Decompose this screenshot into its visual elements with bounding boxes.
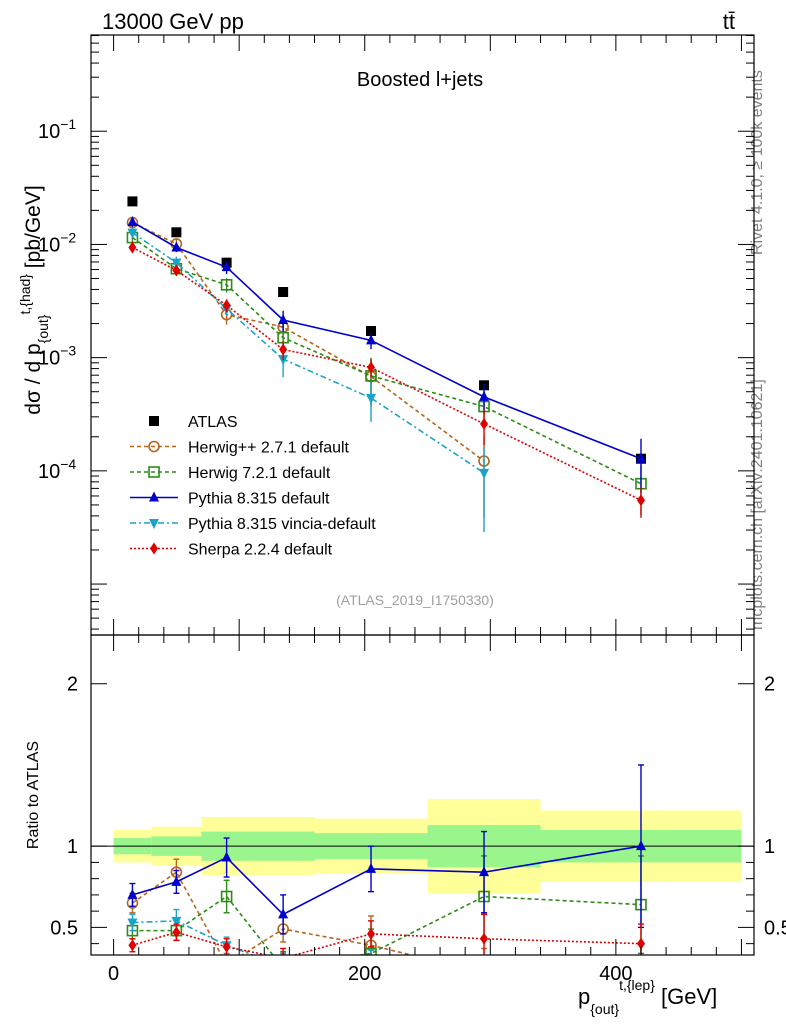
legend-marker	[149, 519, 159, 529]
series-point	[278, 355, 289, 366]
ratio-point	[278, 962, 288, 972]
ratio-point	[127, 918, 138, 929]
ratio-ytick-label-right: 0.5	[764, 917, 786, 939]
ratio-series-line	[131, 870, 415, 955]
series-point	[367, 361, 376, 374]
main-ytick-label: 10−4	[38, 456, 76, 483]
ratio-ytick-label-left: 1	[67, 836, 78, 858]
series-point	[480, 417, 489, 430]
series-point	[171, 241, 182, 252]
main-ytick-label: 10−2	[38, 229, 76, 256]
series-point	[220, 278, 233, 291]
series-line	[131, 232, 485, 474]
x-tick-label: 400	[599, 963, 632, 985]
x-tick-label: 0	[108, 963, 119, 985]
legend-label: Herwig 7.2.1 default	[188, 465, 331, 482]
ratio-point	[278, 908, 289, 919]
series-point	[127, 228, 138, 239]
legend-marker	[149, 416, 159, 426]
series-point	[171, 258, 182, 269]
rivet-version-label: Rivet 4.1.0, ≥ 100k events	[749, 70, 766, 255]
ratio-point	[367, 927, 376, 940]
legend: ATLAS Herwig++ 2.7.1 default Herwig 7.2.1 …	[130, 414, 376, 559]
data-point	[171, 227, 182, 238]
ratio-point	[365, 947, 377, 955]
ratio-point	[220, 890, 233, 903]
ratio-point	[636, 937, 645, 950]
ratio-ytick-label-right: 1	[764, 836, 775, 858]
series-point	[479, 390, 490, 401]
series-point	[222, 299, 231, 312]
data-point	[366, 325, 377, 336]
main-ytick-label: 10−3	[38, 343, 76, 370]
ratio-point	[222, 940, 231, 953]
series-point	[172, 264, 181, 277]
x-tick-label: 200	[348, 963, 381, 985]
legend-marker	[148, 440, 160, 453]
series-line	[132, 246, 642, 501]
series-point	[278, 314, 289, 325]
series-point	[279, 343, 288, 356]
series-point	[635, 452, 646, 463]
ratio-point	[281, 952, 285, 955]
ratio-point	[635, 840, 646, 851]
mcplots-label: mcplots.cern.ch [arXiv:2401.10621]	[749, 379, 766, 630]
series-point	[366, 394, 377, 405]
data-point	[127, 196, 138, 207]
process-label: tt̄	[723, 9, 735, 34]
ratio-point	[128, 939, 137, 952]
ratio-point	[221, 851, 232, 862]
ratio-point	[479, 968, 489, 978]
legend-label: Pythia 8.315 vincia-default	[188, 516, 376, 533]
ratio-point	[479, 977, 489, 987]
ratio-point	[278, 963, 288, 973]
legend-marker	[150, 542, 158, 555]
ratio-point	[171, 916, 182, 927]
svg-text:dσ / d p{out}t,{had} [pb/GeV]: dσ / d p{out}t,{had} [pb/GeV]	[17, 185, 51, 414]
series-point	[636, 494, 645, 507]
main-ylabel: dσ / d p{out}t,{had} [pb/GeV]	[17, 185, 51, 414]
series-point	[366, 334, 377, 345]
ratio-point	[222, 960, 232, 970]
ratio-panel-frame	[90, 634, 755, 956]
legend-label: Pythia 8.315 default	[188, 491, 330, 508]
series-point	[128, 241, 137, 254]
main-ytick-label: 10−1	[38, 116, 76, 143]
series-point	[479, 468, 490, 479]
ratio-point	[171, 875, 182, 886]
ratio-ytick-label-left: 0.5	[50, 917, 78, 939]
analysis-tag: (ATLAS_2019_I1750330)	[336, 592, 494, 608]
ratio-point	[127, 888, 138, 899]
legend-marker	[148, 466, 160, 478]
ratio-ytick-label-left: 2	[67, 674, 78, 696]
ratio-panel: 2 2 1 1 0.5 0.5 Ratio to ATLAS	[25, 634, 786, 987]
legend-label: ATLAS	[188, 414, 238, 431]
legend-label: Sherpa 2.2.4 default	[188, 542, 333, 559]
ratio-point	[479, 866, 490, 877]
main-title: Boosted l+jets	[357, 69, 483, 91]
series-line	[132, 221, 485, 462]
legend-marker	[149, 491, 159, 502]
ratio-point	[172, 926, 181, 939]
series-point	[221, 261, 232, 272]
beam-label: 13000 GeV pp	[102, 9, 244, 34]
ratio-ytick-label-right: 2	[764, 674, 775, 696]
ratio-point	[366, 862, 377, 873]
data-point	[278, 287, 289, 298]
main-panel: 10−1 10−2 10−3 10−4 Boosted l+jets (ATLAS_2…	[17, 34, 755, 636]
series-point	[127, 215, 138, 226]
legend-label: Herwig++ 2.7.1 default	[188, 440, 350, 457]
ratio-ylabel: Ratio to ATLAS	[25, 741, 42, 849]
ratio-point	[480, 932, 489, 945]
